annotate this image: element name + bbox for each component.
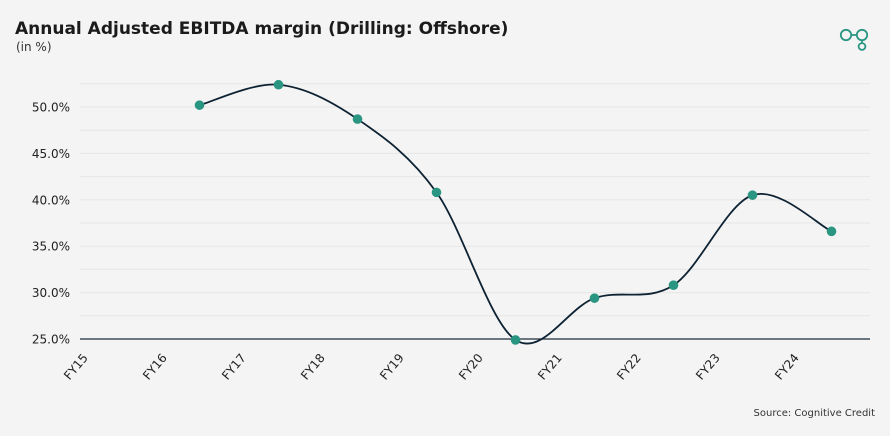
series-line: [199, 83, 832, 345]
x-tick-label: FY16: [140, 351, 170, 383]
data-point: [431, 187, 442, 198]
y-tick-label: 30.0%: [32, 286, 70, 300]
y-tick-label: 50.0%: [32, 101, 70, 115]
y-tick-label: 25.0%: [32, 333, 70, 347]
data-point: [273, 79, 284, 90]
x-tick-label: FY19: [377, 351, 407, 383]
data-point: [194, 100, 205, 110]
chart-subtitle: (in %): [16, 40, 52, 54]
y-tick-label: 35.0%: [32, 240, 70, 254]
y-tick-label: 45.0%: [32, 147, 70, 161]
x-tick-label: FY15: [61, 351, 91, 383]
brand-logo-icon: [839, 27, 869, 57]
data-point: [589, 293, 600, 303]
data-point: [352, 114, 363, 124]
chart-title: Annual Adjusted EBITDA margin (Drilling:…: [15, 19, 509, 39]
source-note: Source: Cognitive Credit: [753, 408, 875, 419]
x-tick-label: FY17: [219, 351, 249, 383]
x-tick-label: FY23: [693, 351, 723, 383]
x-tick-label: FY18: [298, 351, 328, 383]
x-tick-label: FY20: [456, 351, 486, 383]
y-tick-label: 40.0%: [32, 193, 70, 207]
x-tick-label: FY22: [614, 351, 644, 383]
data-point: [747, 190, 758, 200]
data-point: [668, 280, 679, 290]
data-point: [826, 226, 837, 237]
x-tick-label: FY21: [535, 351, 565, 383]
x-tick-label: FY24: [772, 351, 802, 383]
data-point: [510, 335, 521, 345]
